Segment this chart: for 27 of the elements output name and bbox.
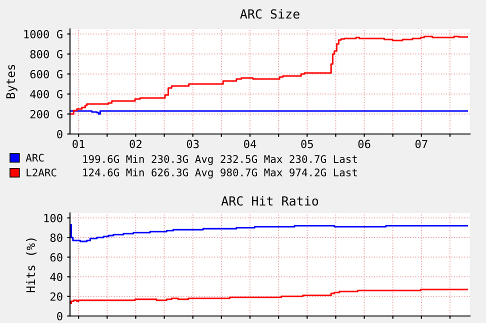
- y-tick-label: 40: [50, 272, 62, 282]
- y-tick-label: 0: [57, 130, 62, 138]
- x-tick-label: 01: [72, 140, 85, 148]
- text: 124.6G Min 626.3G Avg 980.7G Max 974.2G Last: [83, 168, 357, 178]
- chart-title: ARC Hit Ratio: [221, 196, 318, 206]
- x-tick-label: 02: [130, 140, 142, 148]
- y-axis-title: Hits (%): [26, 238, 37, 292]
- x-tick-label: 03: [186, 140, 199, 148]
- y-tick-label: 400 G: [30, 90, 62, 98]
- x-tick-label: 07: [415, 140, 428, 148]
- text: 199.6G Min 230.3G Avg 232.5G Max 230.7G Last: [83, 154, 357, 166]
- y-tick-label: 200 G: [30, 110, 62, 118]
- legend-label: ARC: [26, 154, 44, 162]
- y-tick-label: 800 G: [30, 50, 62, 58]
- y-tick-label: 80: [50, 234, 62, 242]
- legend-label: L2ARC: [26, 168, 56, 176]
- x-tick-label: 04: [244, 140, 256, 148]
- y-tick-label: 0: [57, 312, 62, 320]
- y-tick-label: 60: [50, 253, 62, 262]
- chart-title: ARC Size: [240, 8, 300, 19]
- y-tick-label: 20: [50, 292, 62, 301]
- x-tick-label: 05: [301, 140, 313, 148]
- y-tick-label: 600 G: [30, 70, 62, 78]
- y-axis-title: Bytes: [6, 64, 18, 98]
- y-tick-label: 100: [44, 214, 62, 222]
- y-tick-label: 1000 G: [24, 30, 62, 38]
- x-tick-label: 06: [358, 140, 370, 148]
